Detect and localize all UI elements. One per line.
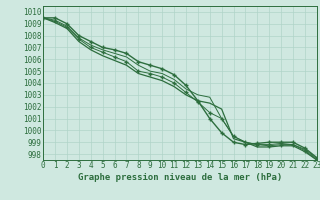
X-axis label: Graphe pression niveau de la mer (hPa): Graphe pression niveau de la mer (hPa) — [78, 173, 282, 182]
